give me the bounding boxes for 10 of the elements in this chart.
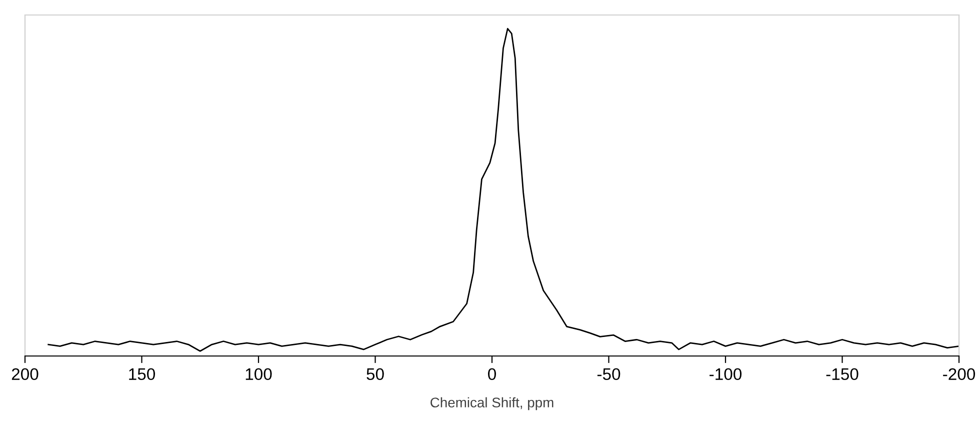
x-tick-label: 100 (246, 368, 272, 380)
x-tick-label: 200 (12, 368, 38, 380)
x-tick-label: 0 (488, 368, 496, 380)
x-tick-label: -50 (597, 368, 620, 380)
x-tick-label: -150 (826, 368, 858, 380)
x-tick-label: -200 (943, 368, 976, 380)
x-tick-label: -100 (710, 368, 742, 380)
x-tick-label: 150 (129, 368, 156, 380)
x-axis-title: Chemical Shift, ppm (430, 397, 554, 410)
x-tick-label: 50 (366, 368, 384, 380)
